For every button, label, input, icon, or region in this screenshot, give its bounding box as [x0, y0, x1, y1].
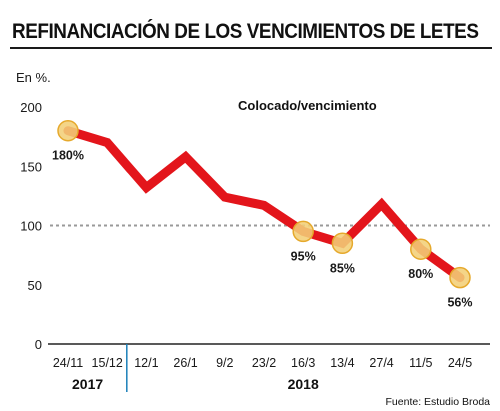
data-point-label: 80% [408, 267, 433, 281]
year-label: 2018 [288, 376, 319, 392]
source-note: Fuente: Estudio Broda [385, 396, 490, 408]
data-point-marker [57, 119, 79, 142]
y-tick-label: 100 [20, 219, 42, 234]
data-point-label: 56% [447, 296, 472, 310]
x-tick-label: 27/4 [369, 356, 393, 370]
data-point-marker [331, 232, 354, 255]
data-point-label: 180% [52, 149, 84, 163]
y-tick-label: 200 [20, 100, 42, 115]
data-point-marker [410, 238, 432, 260]
y-tick-label: 0 [35, 337, 42, 352]
x-tick-label: 9/2 [216, 356, 233, 370]
year-labels: 2017 2018 [72, 344, 319, 392]
data-point-label: 95% [291, 249, 316, 263]
x-tick-label: 24/5 [448, 356, 472, 370]
title-rule [10, 47, 492, 49]
x-tick-label: 11/5 [409, 356, 432, 370]
x-tick-label: 24/11 [53, 356, 83, 370]
x-tick-label: 26/1 [173, 356, 197, 370]
data-point-label: 85% [330, 261, 355, 275]
chart-title: REFINANCIACIÓN DE LOS VENCIMIENTOS DE LE… [12, 20, 479, 43]
x-tick-label: 15/12 [92, 356, 123, 370]
x-tick-label: 16/3 [291, 356, 315, 370]
x-tick-label: 23/2 [252, 356, 276, 370]
x-tick-label: 12/1 [134, 356, 158, 370]
series-label: Colocado/vencimiento [238, 98, 377, 113]
markers-group [57, 119, 471, 289]
series-line-group [63, 126, 465, 283]
series-line [63, 126, 465, 283]
year-label: 2017 [72, 376, 103, 392]
x-tick-labels: 24/11 15/12 12/1 26/1 9/2 23/2 16/3 13/4 27/4 11/… [53, 356, 472, 370]
data-point-marker [449, 266, 471, 289]
x-tick-label: 13/4 [330, 356, 354, 370]
y-axis-unit-label: En %. [16, 70, 51, 85]
y-tick-label: 50 [28, 278, 42, 293]
y-tick-label: 150 [20, 159, 42, 174]
data-point-marker [292, 220, 314, 243]
y-axis: 0 50 100 150 200 [20, 100, 42, 352]
point-labels-group: 180% 95% 85% 80% 56% [52, 149, 473, 310]
